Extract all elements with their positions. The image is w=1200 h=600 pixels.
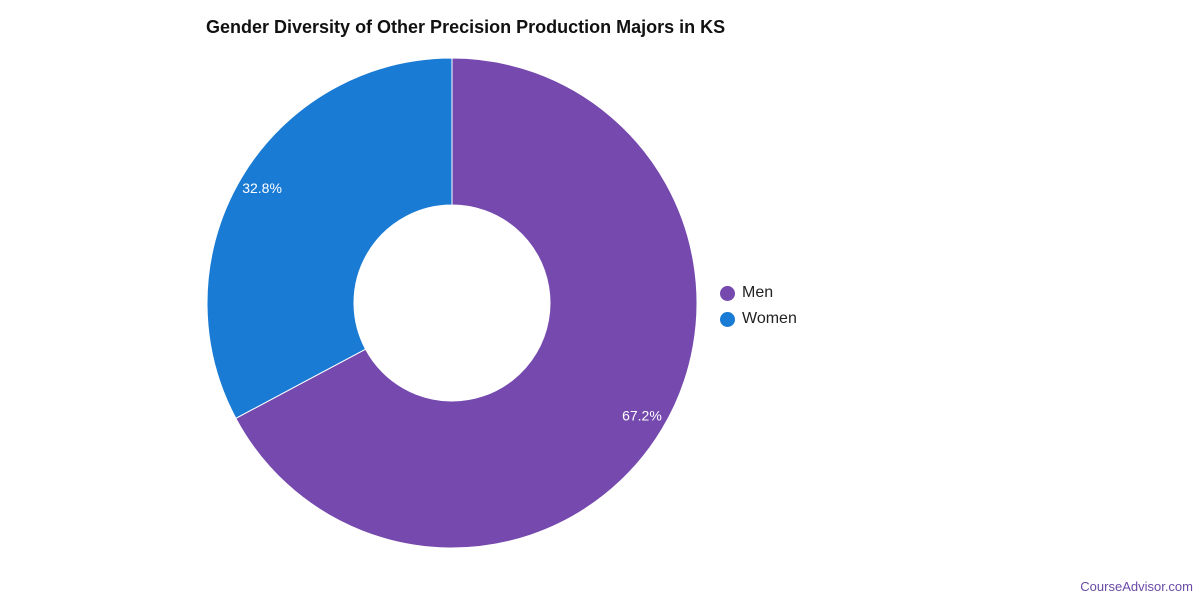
legend-label-women: Women bbox=[742, 310, 797, 327]
slice-label-women: 32.8% bbox=[242, 180, 282, 196]
slice-men[interactable] bbox=[235, 57, 698, 549]
legend: Men Women bbox=[720, 280, 797, 332]
slice-label-men: 67.2% bbox=[622, 408, 662, 424]
slice-women[interactable] bbox=[206, 57, 453, 419]
chart-title: Gender Diversity of Other Precision Prod… bbox=[206, 17, 726, 37]
source-link[interactable]: CourseAdvisor.com bbox=[1080, 579, 1193, 594]
legend-item-women[interactable]: Women bbox=[720, 306, 797, 332]
legend-swatch-men bbox=[720, 285, 735, 301]
legend-swatch-women bbox=[720, 311, 735, 327]
legend-item-men[interactable]: Men bbox=[720, 280, 797, 306]
legend-label-men: Men bbox=[742, 284, 774, 301]
